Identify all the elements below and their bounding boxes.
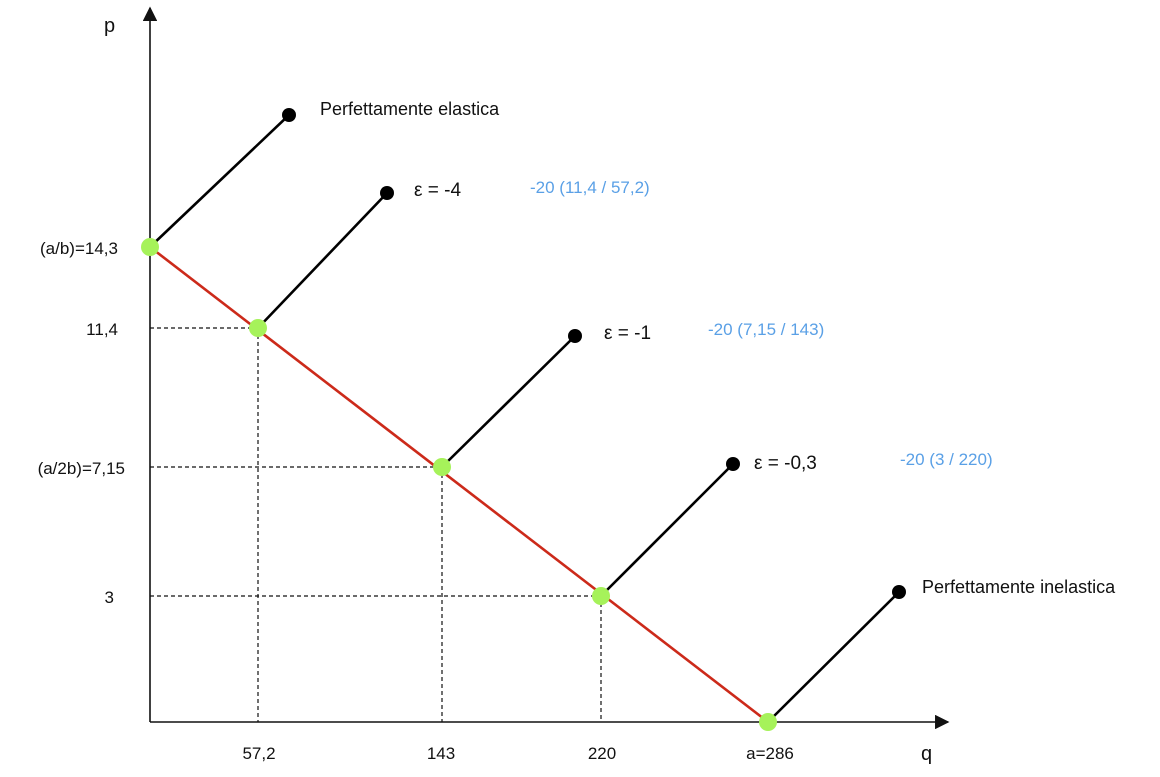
pointer-dot [380, 186, 394, 200]
x-tick-label: 57,2 [242, 744, 275, 763]
pointer-lines [149, 114, 900, 723]
y-tick-label: 11,4 [86, 320, 118, 339]
guide-lines [150, 327, 602, 722]
x-tick-label: 143 [427, 744, 455, 763]
pointer-dot [568, 329, 582, 343]
annotation-label-eps-4: ε = -4 [414, 180, 461, 201]
y-axis-label: p [104, 15, 115, 37]
pointer-line-eps-0-3 [600, 463, 734, 597]
y-tick-label: 3 [105, 588, 114, 607]
demand-point [759, 713, 777, 731]
x-tick-label: 220 [588, 744, 616, 763]
pointer-dots [282, 108, 906, 599]
pointer-line-eps-1 [441, 335, 576, 468]
annotation-label-elastic: Perfettamente elastica [320, 99, 500, 119]
annotation-label-eps-1: ε = -1 [604, 323, 651, 344]
pointer-line-eps-4 [257, 192, 388, 329]
demand-line [149, 245, 769, 724]
pointer-dot [282, 108, 296, 122]
pointer-line-inelastic [767, 591, 900, 723]
pointer-dot [892, 585, 906, 599]
y-tick-label: (a/b)=14,3 [40, 239, 118, 258]
annotation-label-inelastic: Perfettamente inelastica [922, 577, 1116, 597]
annotation-label-eps-0-3: ε = -0,3 [754, 453, 817, 474]
demand-point [592, 587, 610, 605]
pointer-line-elastic [149, 114, 290, 248]
calc-note-eps-4: -20 (11,4 / 57,2) [530, 178, 650, 197]
demand-point [249, 319, 267, 337]
y-tick-label: (a/2b)=7,15 [38, 459, 125, 478]
demand-point [141, 238, 159, 256]
demand-points [141, 238, 777, 731]
calc-note-eps-1: -20 (7,15 / 143) [708, 320, 824, 339]
x-tick-label: a=286 [746, 744, 794, 763]
demand-point [433, 458, 451, 476]
calc-note-eps-0-3: -20 (3 / 220) [900, 450, 993, 469]
pointer-dot [726, 457, 740, 471]
x-axis-label: q [921, 743, 932, 765]
